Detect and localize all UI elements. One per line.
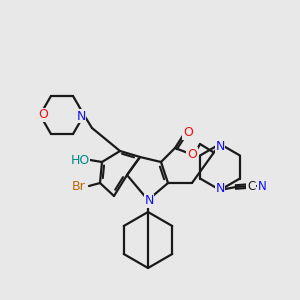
Text: N: N [258, 179, 266, 193]
Text: O: O [183, 127, 193, 140]
Text: O: O [187, 148, 197, 160]
Text: Br: Br [72, 179, 86, 193]
Text: N: N [144, 194, 154, 208]
Text: HO: HO [70, 154, 90, 166]
Text: C: C [247, 179, 255, 193]
Text: N: N [215, 140, 225, 152]
Text: N: N [215, 182, 225, 194]
Text: O: O [38, 109, 48, 122]
Text: N: N [76, 110, 86, 122]
